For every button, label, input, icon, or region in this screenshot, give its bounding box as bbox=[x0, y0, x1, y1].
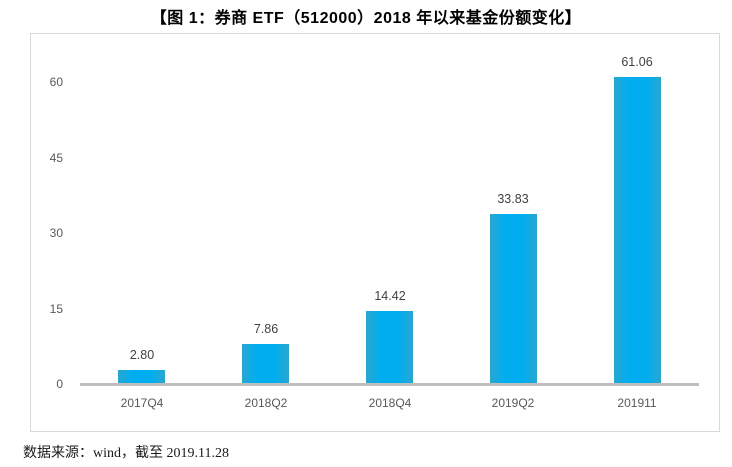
bar-value-label: 61.06 bbox=[621, 55, 653, 69]
bar-value-label: 7.86 bbox=[253, 322, 279, 336]
bar-value-label: 33.83 bbox=[497, 192, 529, 206]
data-source-note: 数据来源：wind，截至 2019.11.28 bbox=[23, 446, 229, 461]
y-axis-tick-label: 0 bbox=[56, 377, 63, 391]
bar-value-label: 14.42 bbox=[374, 289, 406, 303]
chart-area: 0 15 30 45 60 2.80 7.86 14.42 33.83 61.06 2017Q4… bbox=[30, 33, 720, 432]
x-axis-line bbox=[80, 383, 699, 386]
x-axis-category-label: 2018Q2 bbox=[244, 396, 288, 410]
y-axis-tick-label: 30 bbox=[49, 226, 63, 240]
y-axis-tick-label: 15 bbox=[49, 301, 63, 316]
bar bbox=[614, 77, 661, 384]
y-axis-tick-label: 60 bbox=[49, 75, 63, 89]
x-axis-category-label: 2018Q4 bbox=[368, 396, 412, 410]
x-axis-category-label: 2019Q2 bbox=[491, 396, 535, 410]
x-axis-category-label: 2017Q4 bbox=[120, 396, 164, 410]
bar bbox=[366, 311, 413, 384]
bar bbox=[118, 370, 165, 384]
bar-value-label: 2.80 bbox=[129, 348, 155, 362]
bar bbox=[242, 344, 289, 384]
figure-title: 【图 1：券商 ETF（512000）2018 年以来基金份额变化】 bbox=[150, 10, 582, 27]
x-axis-category-label: 201911 bbox=[617, 396, 657, 410]
y-axis-tick-label: 45 bbox=[49, 150, 63, 165]
bar bbox=[490, 214, 537, 384]
